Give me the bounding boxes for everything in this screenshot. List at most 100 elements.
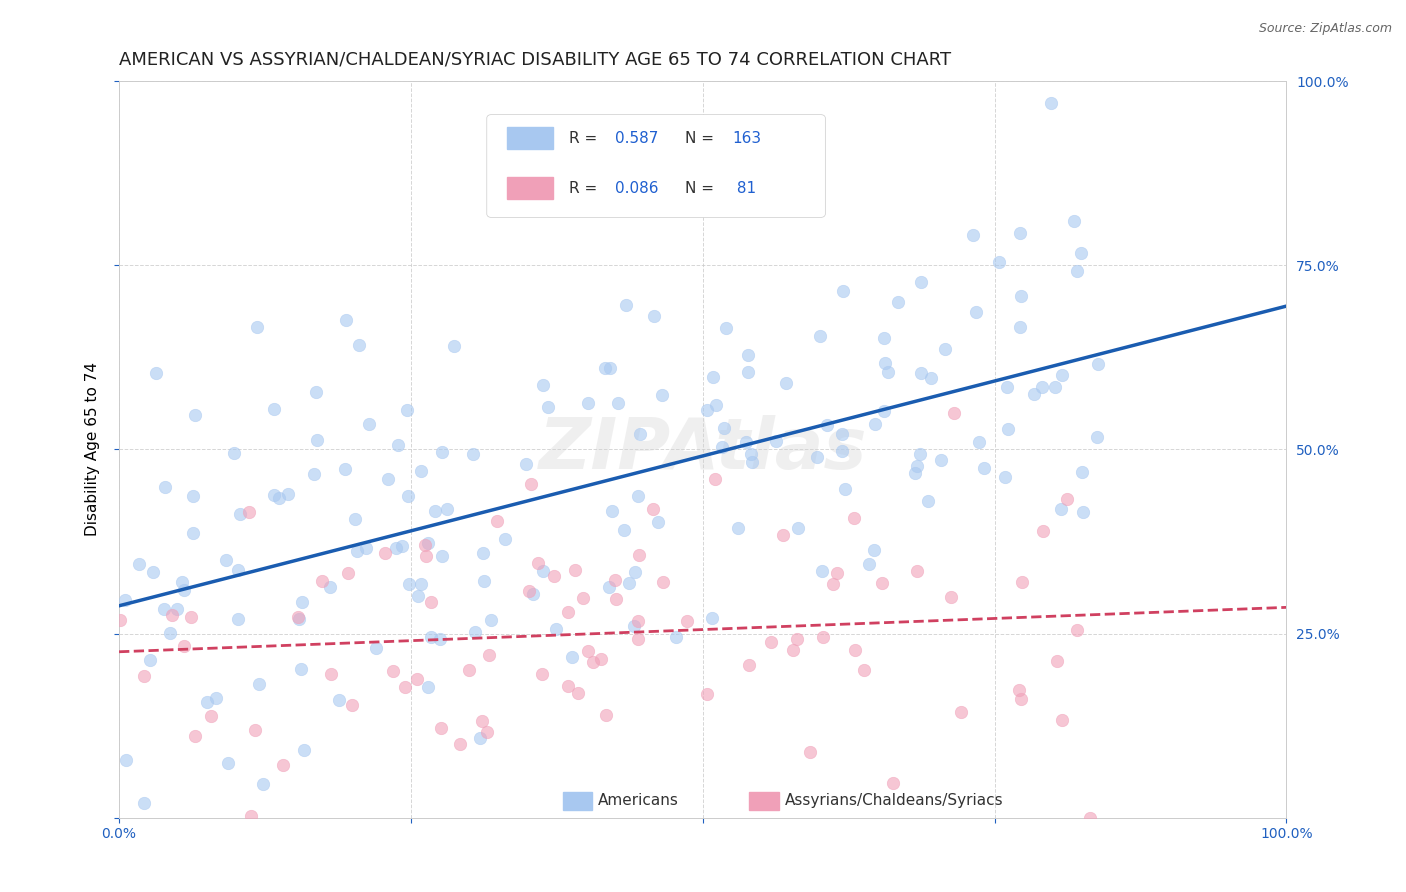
Point xyxy=(356,541,378,555)
Point xyxy=(727,521,749,535)
Point xyxy=(139,652,162,666)
Point xyxy=(582,655,605,669)
Point xyxy=(153,602,176,616)
Point xyxy=(527,556,550,570)
Point xyxy=(988,254,1011,268)
Point xyxy=(342,698,364,712)
Point xyxy=(486,514,509,528)
Point xyxy=(263,488,285,502)
Point xyxy=(243,723,266,738)
Point xyxy=(522,587,544,601)
Text: 81: 81 xyxy=(733,181,756,196)
Point xyxy=(887,295,910,310)
Point xyxy=(905,564,928,578)
Point xyxy=(702,610,724,624)
Point xyxy=(595,708,617,723)
Point xyxy=(415,538,437,552)
Point xyxy=(531,564,554,578)
Point xyxy=(238,505,260,519)
Text: R =: R = xyxy=(568,181,602,196)
Point xyxy=(311,574,333,588)
Point xyxy=(994,470,1017,484)
Point xyxy=(515,457,537,471)
Point xyxy=(696,403,718,417)
Point xyxy=(160,607,183,622)
Point xyxy=(335,313,357,327)
Point xyxy=(576,395,599,409)
Point xyxy=(863,543,886,558)
Point xyxy=(458,663,481,677)
Point xyxy=(949,705,972,719)
Point xyxy=(172,575,194,590)
Point xyxy=(863,417,886,431)
Point xyxy=(215,553,238,567)
Point xyxy=(811,630,834,644)
Text: ZIPAtlas: ZIPAtlas xyxy=(538,415,868,484)
Point xyxy=(775,376,797,390)
Point xyxy=(145,366,167,380)
Point xyxy=(394,680,416,694)
Point xyxy=(319,580,342,594)
Point xyxy=(406,589,429,603)
Point xyxy=(576,644,599,658)
Point xyxy=(226,612,249,626)
Point xyxy=(1007,683,1029,698)
Point xyxy=(419,595,441,609)
Point xyxy=(628,426,651,441)
Point xyxy=(737,348,759,362)
Point xyxy=(875,356,897,370)
Point xyxy=(205,691,228,706)
Point xyxy=(246,320,269,334)
Point xyxy=(602,504,624,518)
Point xyxy=(561,650,583,665)
Point xyxy=(624,565,647,579)
Point xyxy=(128,558,150,572)
Point xyxy=(391,539,413,553)
Point xyxy=(240,809,263,823)
Text: N =: N = xyxy=(685,131,718,146)
Point xyxy=(387,438,409,452)
Point xyxy=(761,635,783,649)
Point xyxy=(173,583,195,598)
Point xyxy=(815,417,838,432)
Point xyxy=(825,566,848,581)
Point xyxy=(336,566,359,580)
Point xyxy=(195,695,218,709)
Point xyxy=(782,643,804,657)
Point xyxy=(593,361,616,376)
Point xyxy=(852,664,875,678)
Point xyxy=(628,549,651,563)
Point xyxy=(1049,501,1071,516)
Point xyxy=(704,398,727,412)
Point xyxy=(737,658,759,673)
Point xyxy=(810,564,832,578)
Point xyxy=(395,403,418,417)
Point xyxy=(572,591,595,606)
Point xyxy=(1087,357,1109,371)
Point xyxy=(184,729,207,743)
Point xyxy=(166,602,188,616)
Point xyxy=(1073,504,1095,518)
Point xyxy=(741,455,763,469)
Point xyxy=(475,725,498,739)
Point xyxy=(567,686,589,700)
Point xyxy=(710,440,733,454)
Point xyxy=(643,309,665,323)
Point xyxy=(430,445,453,459)
Point xyxy=(346,543,368,558)
Point xyxy=(740,448,762,462)
Point xyxy=(831,426,853,441)
Point xyxy=(328,693,350,707)
Point xyxy=(153,480,176,494)
Point xyxy=(436,502,458,516)
Point xyxy=(449,737,471,751)
Point xyxy=(651,388,673,402)
FancyBboxPatch shape xyxy=(506,177,554,199)
Point xyxy=(277,487,299,501)
FancyBboxPatch shape xyxy=(562,792,592,810)
Point xyxy=(519,477,541,491)
Point xyxy=(1022,386,1045,401)
Text: Source: ZipAtlas.com: Source: ZipAtlas.com xyxy=(1258,22,1392,36)
Text: R =: R = xyxy=(568,131,602,146)
Point xyxy=(831,443,853,458)
